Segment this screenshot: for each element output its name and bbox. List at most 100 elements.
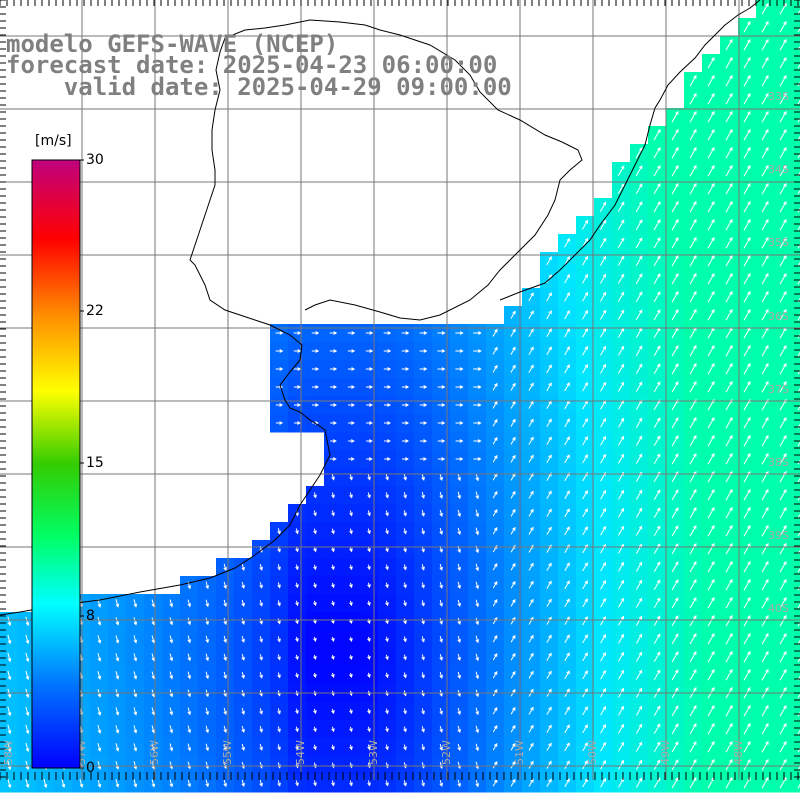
- wind-arrow: [797, 747, 800, 753]
- wind-arrow: [743, 452, 751, 465]
- wind-arrow: [743, 416, 751, 429]
- field-cell: [792, 774, 800, 793]
- wind-arrow: [419, 421, 428, 425]
- wind-arrow: [653, 146, 661, 159]
- wind-arrow: [546, 346, 552, 356]
- wind-arrow: [564, 724, 570, 734]
- wind-arrow: [295, 582, 299, 589]
- wind-arrow: [528, 760, 534, 769]
- wind-arrow: [743, 506, 751, 519]
- wind-arrow: [761, 128, 769, 141]
- wind-arrow: [779, 308, 787, 321]
- wind-arrow: [582, 760, 588, 770]
- wind-arrow: [437, 439, 446, 443]
- wind-arrow: [546, 436, 552, 445]
- field-cell: [792, 450, 800, 469]
- wind-arrow: [331, 492, 335, 499]
- wind-arrow: [600, 615, 606, 626]
- wind-arrow: [277, 528, 281, 535]
- wind-arrow: [779, 146, 787, 159]
- wind-arrow: [564, 760, 570, 770]
- wind-arrow: [419, 403, 428, 407]
- wind-arrow: [635, 165, 643, 177]
- wind-arrow: [725, 740, 733, 753]
- wind-arrow: [582, 309, 588, 320]
- wind-arrow: [546, 490, 552, 499]
- wind-arrow: [689, 615, 697, 627]
- wind-arrow: [797, 63, 800, 69]
- wind-arrow: [348, 421, 355, 425]
- wind-arrow: [725, 164, 733, 177]
- wind-arrow: [311, 367, 320, 371]
- wind-arrow: [295, 528, 299, 535]
- wind-arrow: [205, 653, 210, 662]
- wind-arrow: [689, 182, 697, 195]
- wind-arrow: [797, 657, 800, 663]
- field-cell: [792, 630, 800, 649]
- wind-arrow: [653, 525, 661, 536]
- wind-arrow: [510, 778, 516, 787]
- wind-arrow: [779, 614, 787, 627]
- colorbar: [31, 159, 84, 769]
- longitude-label: 55W: [221, 740, 234, 765]
- wind-arrow: [223, 743, 228, 752]
- field-cell: [792, 738, 800, 757]
- wind-arrow: [761, 38, 769, 51]
- wind-arrow: [600, 381, 607, 392]
- wind-arrow: [635, 705, 643, 716]
- wind-arrow: [689, 543, 697, 555]
- wind-arrow: [205, 671, 210, 680]
- field-cell: [792, 540, 800, 559]
- wind-arrow: [421, 564, 425, 571]
- wind-arrow: [510, 562, 516, 571]
- wind-arrow: [797, 351, 800, 357]
- wind-arrow: [671, 128, 679, 141]
- wind-arrow: [330, 403, 338, 407]
- wind-arrow: [635, 615, 643, 626]
- wind-arrow: [635, 147, 643, 159]
- wind-arrow: [653, 363, 661, 375]
- wind-arrow: [419, 331, 428, 335]
- wind-arrow: [653, 291, 661, 303]
- wind-arrow: [133, 743, 138, 752]
- wind-arrow: [635, 759, 643, 770]
- wind-arrow: [743, 110, 751, 123]
- wind-arrow: [707, 290, 715, 303]
- wind-arrow: [582, 742, 588, 752]
- wind-arrow: [421, 726, 425, 733]
- wind-arrow: [564, 508, 570, 518]
- field-cell: [792, 342, 800, 361]
- wind-arrow: [617, 183, 625, 195]
- wind-arrow: [582, 291, 588, 302]
- wind-arrow: [743, 56, 751, 69]
- wind-arrow: [437, 367, 446, 371]
- wind-arrow: [385, 528, 389, 535]
- wind-arrow: [115, 617, 120, 626]
- wind-arrow: [528, 598, 534, 607]
- wind-arrow: [707, 92, 715, 105]
- wind-arrow: [421, 708, 425, 715]
- wind-arrow: [797, 639, 800, 645]
- wind-arrow: [779, 722, 787, 735]
- wind-arrow: [7, 778, 12, 789]
- wind-arrow: [331, 510, 335, 517]
- wind-arrow: [582, 417, 588, 428]
- wind-arrow: [403, 726, 407, 733]
- wind-arrow: [349, 672, 353, 679]
- wind-arrow: [510, 652, 516, 661]
- wind-arrow: [617, 291, 625, 302]
- wind-arrow: [797, 297, 800, 303]
- wind-arrow: [671, 218, 679, 231]
- wind-arrow: [671, 110, 679, 123]
- wind-arrow: [473, 457, 482, 461]
- wind-arrow: [600, 777, 606, 788]
- wind-arrow: [761, 380, 769, 393]
- wind-arrow: [725, 380, 733, 393]
- wind-arrow: [455, 457, 464, 461]
- wind-arrow: [385, 726, 389, 733]
- wind-arrow: [797, 153, 800, 159]
- wind-arrow: [743, 344, 751, 357]
- wind-arrow: [761, 542, 769, 555]
- wind-arrow: [725, 434, 733, 447]
- wind-arrow: [564, 490, 570, 500]
